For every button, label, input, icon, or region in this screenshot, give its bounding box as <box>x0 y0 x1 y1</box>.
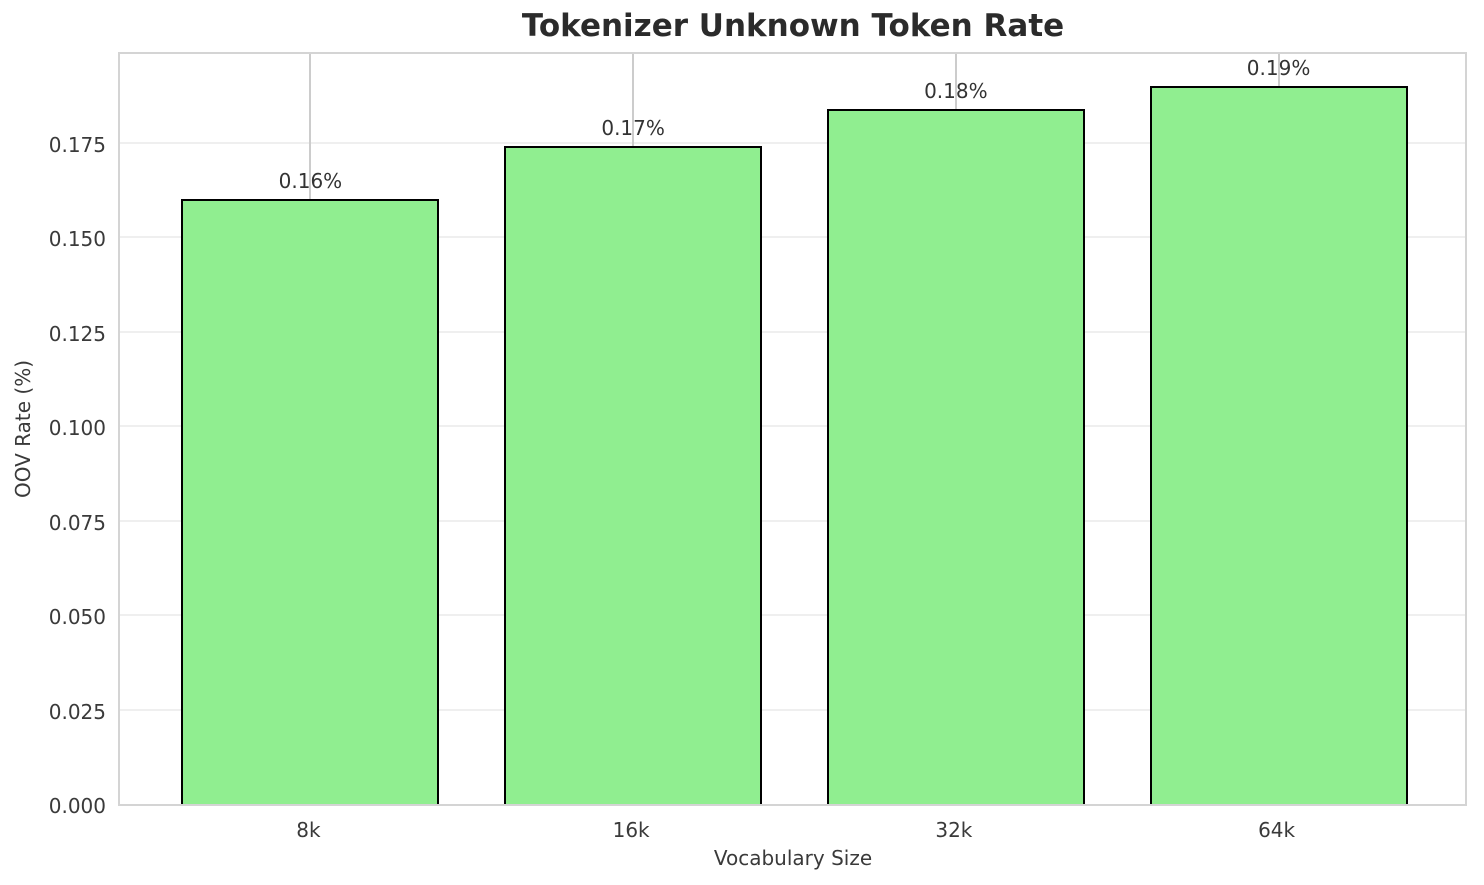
horizontal-gridline <box>120 236 1465 239</box>
bar-value-label: 0.17% <box>601 116 665 141</box>
bar-value-label: 0.19% <box>1246 55 1311 80</box>
plot-area: 0.16% 0.17% 0.18% 0.19% <box>118 52 1467 806</box>
y-tick-label: 0.175 <box>48 132 106 157</box>
x-tick-label: 32k <box>935 818 973 842</box>
y-tick-label: 0.075 <box>48 510 106 535</box>
horizontal-gridline <box>120 141 1465 144</box>
y-tick-label: 0.050 <box>48 605 106 630</box>
horizontal-gridline <box>120 708 1465 711</box>
x-tick-label: 64k <box>1258 818 1296 842</box>
horizontal-gridline <box>120 614 1465 617</box>
y-tick-label: 0.125 <box>48 321 106 346</box>
chart-title: Tokenizer Unknown Token Rate <box>521 8 1065 44</box>
bar-value-label: 0.18% <box>924 78 988 103</box>
x-axis-label: Vocabulary Size <box>713 846 873 870</box>
x-tick-label: 8k <box>296 818 321 842</box>
x-tick-label: 16k <box>612 818 650 842</box>
y-tick-label: 0.150 <box>48 227 106 252</box>
horizontal-gridline <box>120 519 1465 522</box>
y-tick-label: 0.000 <box>48 794 106 818</box>
bar-value-label: 0.16% <box>278 169 343 194</box>
bar <box>1149 85 1408 804</box>
horizontal-gridline <box>120 330 1465 333</box>
bar <box>826 108 1085 804</box>
y-tick-label: 0.025 <box>48 699 106 724</box>
bar <box>181 199 440 804</box>
y-tick-label: 0.100 <box>48 416 106 441</box>
horizontal-gridline <box>120 425 1465 428</box>
bar <box>504 146 763 804</box>
